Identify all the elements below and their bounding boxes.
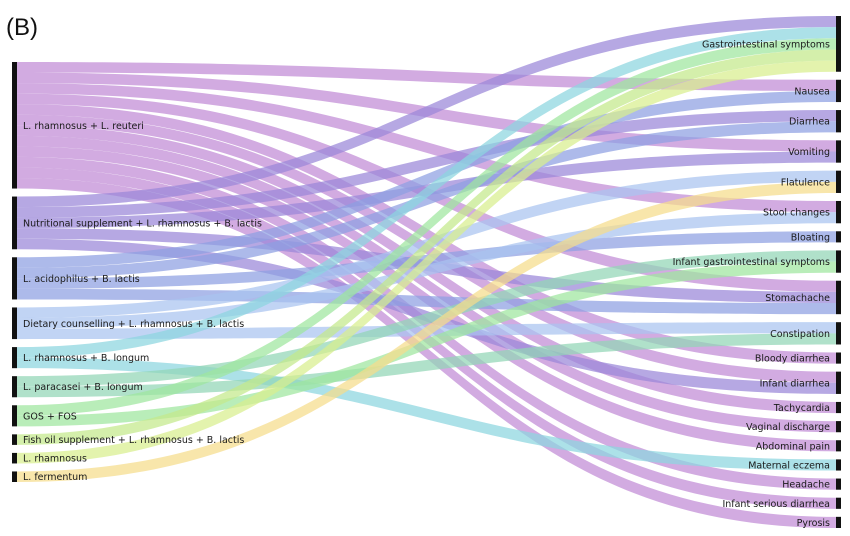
target-node bbox=[836, 352, 841, 364]
source-node bbox=[12, 62, 17, 189]
target-label: Tachycardia bbox=[773, 403, 830, 414]
target-node bbox=[836, 231, 841, 243]
target-label: Vaginal discharge bbox=[746, 422, 830, 433]
source-node bbox=[12, 434, 17, 445]
target-label: Bloody diarrhea bbox=[755, 354, 830, 365]
source-node bbox=[12, 405, 17, 427]
sankey-link bbox=[17, 16, 836, 208]
target-label: Constipation bbox=[770, 329, 830, 340]
sankey-link bbox=[17, 104, 836, 364]
source-label: L. rhamnosus bbox=[23, 454, 87, 465]
target-node bbox=[836, 16, 841, 72]
target-node bbox=[836, 516, 841, 528]
sankey-link bbox=[17, 212, 836, 329]
target-label: Headache bbox=[782, 480, 830, 491]
target-label: Diarrhea bbox=[789, 117, 830, 128]
target-label: Pyrosis bbox=[797, 518, 830, 529]
target-node bbox=[836, 322, 841, 345]
links-layer bbox=[17, 16, 836, 528]
nodes-layer bbox=[12, 16, 841, 528]
sankey-link bbox=[17, 178, 836, 528]
target-node bbox=[836, 110, 841, 133]
sankey-link bbox=[17, 333, 836, 398]
sankey-link bbox=[17, 83, 836, 213]
target-node bbox=[836, 250, 841, 273]
sankey-link bbox=[17, 38, 836, 416]
target-label: Maternal eczema bbox=[748, 460, 830, 471]
source-label: Nutritional supplement + L. rhamnosus + … bbox=[23, 218, 262, 229]
sankey-link bbox=[17, 49, 836, 445]
source-node bbox=[12, 257, 17, 300]
target-node bbox=[836, 401, 841, 414]
target-label: Infant serious diarrhea bbox=[722, 499, 830, 510]
labels-layer: L. rhamnosus + L. reuteri Nutritional sup… bbox=[23, 39, 830, 529]
source-label: GOS + FOS bbox=[23, 411, 77, 422]
sankey-link bbox=[17, 261, 836, 427]
target-node bbox=[836, 280, 841, 315]
sankey-link bbox=[17, 167, 836, 509]
source-label: L. rhamnosus + L. reuteri bbox=[23, 121, 144, 132]
source-label: L. acidophilus + B. lactis bbox=[23, 274, 140, 285]
source-node bbox=[12, 307, 17, 340]
sankey-link bbox=[17, 60, 836, 464]
target-label: Gastrointestinal symptoms bbox=[702, 39, 830, 50]
target-label: Vomiting bbox=[788, 147, 830, 158]
sankey-link bbox=[17, 181, 836, 482]
source-node bbox=[12, 196, 17, 250]
source-node bbox=[12, 452, 17, 464]
target-label: Flatulence bbox=[781, 177, 830, 188]
source-label: L. fermentum bbox=[23, 472, 87, 483]
source-label: Fish oil supplement + L. rhamnosus + B. … bbox=[23, 435, 244, 446]
target-node bbox=[836, 497, 841, 509]
target-node bbox=[836, 459, 841, 471]
target-node bbox=[836, 200, 841, 224]
target-node bbox=[836, 478, 841, 490]
sankey-link bbox=[17, 135, 836, 433]
panel-label: (B) bbox=[6, 14, 38, 41]
sankey-link bbox=[17, 250, 836, 387]
sankey-link bbox=[17, 357, 836, 471]
target-node bbox=[836, 371, 841, 394]
target-node bbox=[836, 421, 841, 433]
sankey-link bbox=[17, 27, 836, 358]
target-node bbox=[836, 79, 841, 103]
source-node bbox=[12, 471, 17, 482]
target-label: Stool changes bbox=[763, 208, 830, 219]
source-label: Dietary counselling + L. rhamnosus + B. … bbox=[23, 319, 244, 330]
target-node bbox=[836, 140, 841, 163]
target-label: Abdominal pain bbox=[756, 441, 830, 452]
target-label: Infant diarrhea bbox=[760, 378, 830, 389]
target-node bbox=[836, 170, 841, 193]
source-label: L. rhamnosus + B. longum bbox=[23, 353, 149, 364]
sankey-link bbox=[17, 110, 836, 218]
target-node bbox=[836, 440, 841, 452]
target-label: Stomachache bbox=[765, 293, 830, 304]
source-node bbox=[12, 347, 17, 369]
sankey-link bbox=[17, 121, 836, 279]
source-node bbox=[12, 376, 17, 398]
source-label: L. paracasei + B. longum bbox=[23, 382, 143, 393]
target-label: Bloating bbox=[791, 232, 830, 243]
target-label: Infant gastrointestinal symptoms bbox=[673, 257, 830, 268]
target-label: Nausea bbox=[794, 86, 830, 97]
sankey-link bbox=[17, 90, 836, 268]
